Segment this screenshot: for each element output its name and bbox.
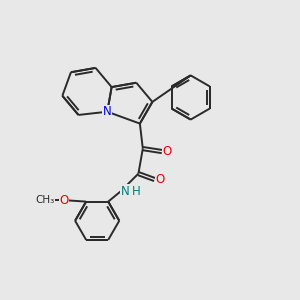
Text: H: H (132, 185, 140, 198)
Text: N: N (103, 105, 112, 118)
Text: N: N (121, 185, 130, 198)
Text: CH₃: CH₃ (35, 195, 55, 205)
Text: O: O (163, 145, 172, 158)
Text: O: O (155, 173, 164, 186)
Text: O: O (59, 194, 69, 207)
